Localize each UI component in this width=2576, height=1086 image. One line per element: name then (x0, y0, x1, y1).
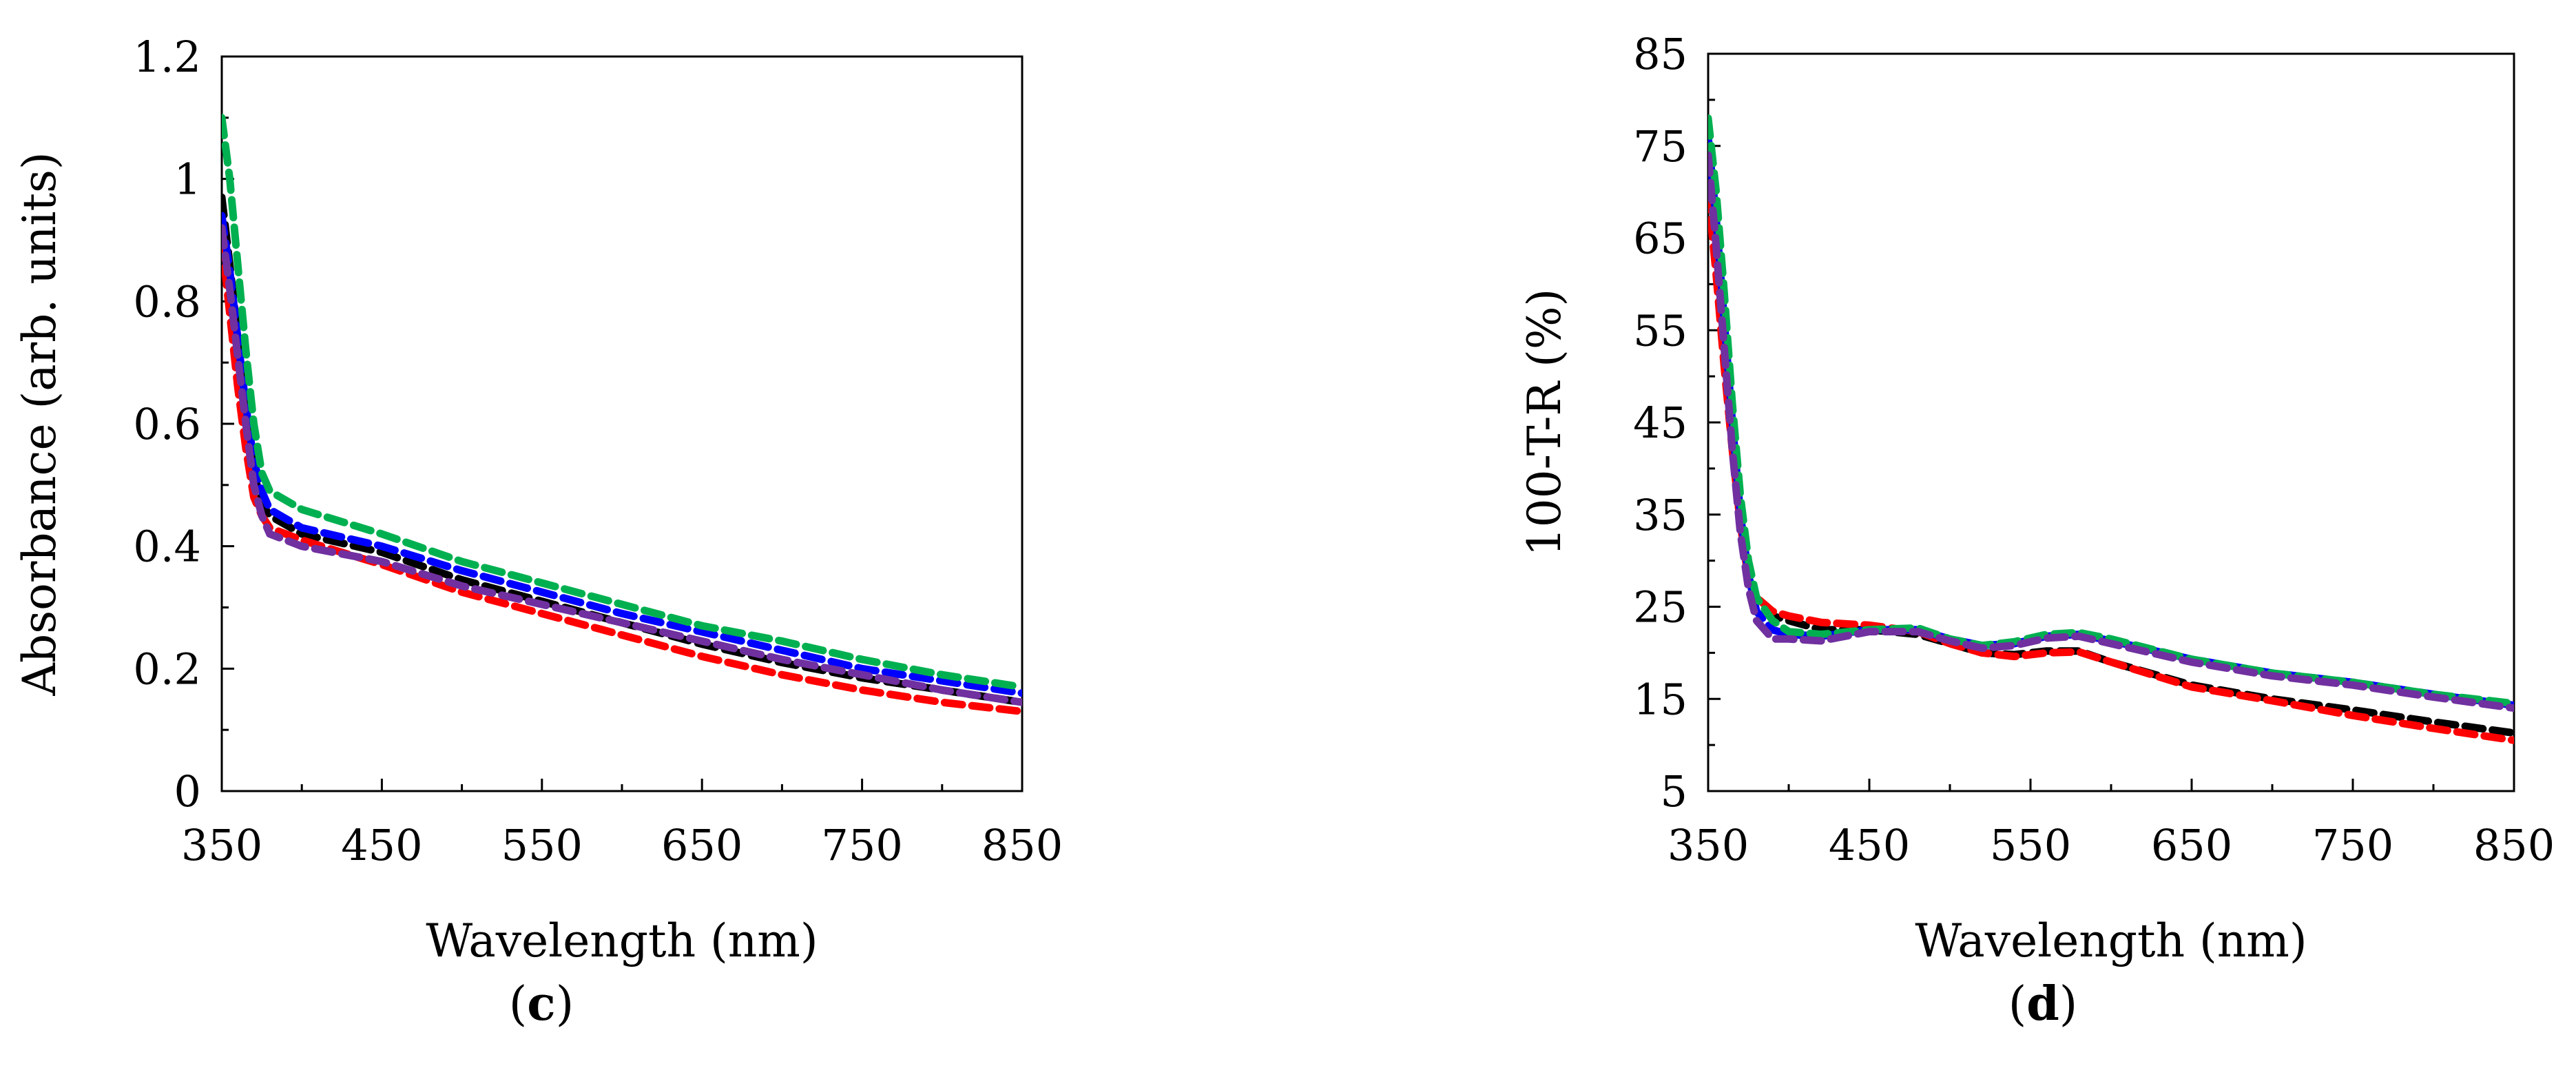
series-group (1708, 114, 2514, 744)
panel-label-open-paren: ( (509, 977, 528, 1032)
x-tick-label: 350 (1668, 820, 1749, 870)
panel-label: (d) (2008, 976, 2078, 1032)
y-tick-label: 75 (1633, 121, 1687, 172)
series-line-green (1708, 114, 2514, 708)
y-tick-label: 15 (1633, 674, 1687, 724)
y-tick-label: 35 (1633, 490, 1687, 540)
x-axis-title: Wavelength (nm) (1915, 914, 2307, 967)
panel-label-close-paren: ) (556, 977, 574, 1032)
y-axis-title: Absorbance (arb. units) (13, 152, 66, 696)
x-tick-label: 850 (2473, 820, 2555, 870)
chart-panel-c: 0 0.2 0.4 0.6 0.8 1 1.2 350 450 550 650 750 850 Wavel… (13, 32, 1063, 1032)
series-line-purple (1708, 151, 2514, 713)
x-tick-label: 550 (501, 820, 583, 870)
panel-label-open-paren: ( (2008, 977, 2027, 1032)
y-tick-label: 65 (1633, 214, 1687, 264)
x-tick-label: 750 (2312, 820, 2393, 870)
series-group (222, 114, 1022, 715)
y-tick-label: 55 (1633, 305, 1687, 356)
x-tick-label: 550 (1990, 820, 2071, 870)
x-tick-label: 450 (341, 820, 422, 870)
y-axis-title: 100-T-R (%) (1518, 289, 1571, 557)
x-axis-title: Wavelength (nm) (426, 914, 818, 967)
x-tick-label: 750 (821, 820, 902, 870)
series-line-purple (222, 224, 1022, 706)
panel-label-letter: d (2026, 976, 2059, 1032)
y-tick-label: 0.6 (133, 399, 201, 449)
y-tick-label: 0.8 (133, 276, 201, 327)
y-tick-label: 1.2 (133, 32, 201, 82)
y-tick-label: 0 (174, 766, 201, 817)
y-tick-label: 85 (1633, 29, 1687, 79)
series-line-red (1708, 188, 2514, 744)
x-tick-label: 450 (1829, 820, 1910, 870)
y-tick-label: 1 (174, 154, 201, 205)
y-tick-label: 25 (1633, 582, 1687, 633)
y-tick-label: 45 (1633, 398, 1687, 448)
plot-frame (1707, 52, 2515, 792)
series-line-red (222, 236, 1022, 715)
x-tick-label: 350 (181, 820, 262, 870)
panel-label: (c) (509, 976, 574, 1032)
x-tick-label: 650 (661, 820, 742, 870)
x-tick-label: 650 (2151, 820, 2232, 870)
chart-panel-d: 5 15 25 35 45 55 65 75 85 350 450 550 650 750 850 Wavel… (1518, 29, 2555, 1032)
y-tick-label: 5 (1661, 766, 1687, 817)
y-tick-label: 0.2 (133, 644, 201, 694)
panel-label-close-paren: ) (2059, 977, 2078, 1032)
y-tick-label: 0.4 (133, 522, 201, 572)
series-line-green (222, 114, 1022, 691)
panel-label-letter: c (527, 976, 555, 1032)
x-tick-label: 850 (981, 820, 1063, 870)
